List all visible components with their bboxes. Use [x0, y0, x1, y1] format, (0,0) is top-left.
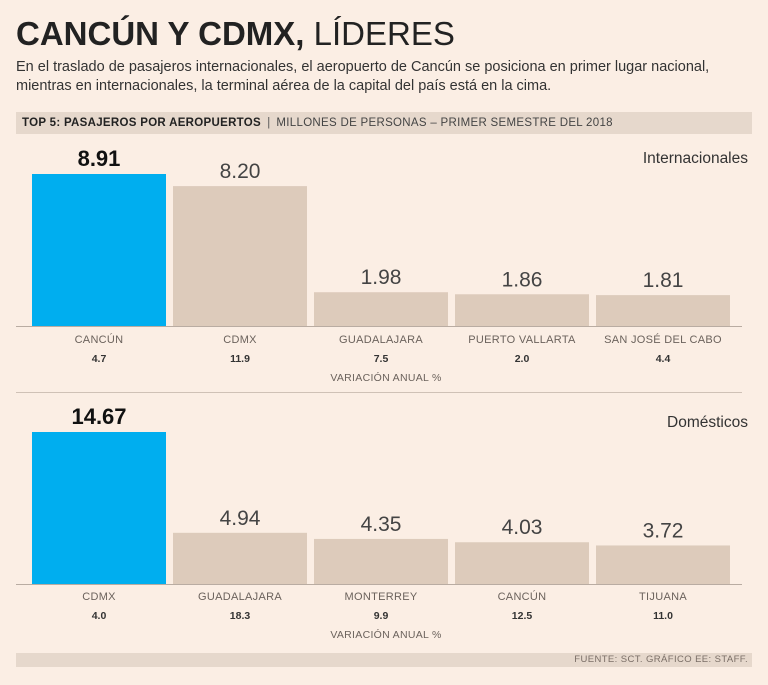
category-label: CDMX — [82, 591, 116, 603]
bar — [455, 294, 589, 326]
category-label: TIJUANA — [639, 591, 687, 603]
bar-value-label: 8.91 — [78, 146, 121, 171]
bar — [32, 432, 166, 584]
category-label: GUADALAJARA — [339, 334, 423, 346]
bar-value-label: 1.81 — [643, 269, 684, 292]
variation-value: 2.0 — [515, 353, 530, 365]
variation-axis-label: VARIACIÓN ANUAL % — [330, 628, 441, 641]
source-credit: FUENTE: SCT. GRÁFICO EE: STAFF. — [574, 654, 748, 665]
category-label: SAN JOSÉ DEL CABO — [604, 333, 722, 346]
bar-value-label: 4.03 — [502, 516, 543, 539]
bar — [32, 174, 166, 326]
category-label: CDMX — [223, 334, 257, 346]
bar — [596, 545, 730, 584]
chart-header-title: TOP 5: PASAJEROS POR AEROPUERTOS — [22, 117, 262, 129]
variation-value: 18.3 — [230, 610, 251, 622]
category-label: PUERTO VALLARTA — [468, 334, 576, 346]
chart-title: Domésticos — [667, 414, 748, 431]
bar-value-label: 1.98 — [361, 266, 402, 289]
category-label: MONTERREY — [345, 591, 418, 603]
category-label: CANCÚN — [498, 590, 547, 603]
chart-title: Internacionales — [643, 150, 748, 167]
bar-value-label: 1.86 — [502, 268, 543, 291]
category-label: GUADALAJARA — [198, 591, 282, 603]
variation-value: 9.9 — [374, 610, 389, 622]
variation-value: 7.5 — [374, 353, 389, 365]
variation-axis-label: VARIACIÓN ANUAL % — [330, 371, 441, 384]
bar-value-label: 3.72 — [643, 519, 684, 542]
chart-header-bar: TOP 5: PASAJEROS POR AEROPUERTOS | MILLO… — [16, 112, 752, 134]
bar-value-label: 4.35 — [361, 513, 402, 536]
bar — [314, 292, 448, 326]
bar — [314, 538, 448, 584]
variation-value: 11.0 — [653, 610, 673, 622]
variation-value: 4.0 — [92, 610, 107, 622]
bar-value-label: 4.94 — [220, 507, 261, 530]
title-light: LÍDERES — [313, 15, 455, 52]
footer-bar: FUENTE: SCT. GRÁFICO EE: STAFF. — [16, 653, 752, 667]
bar — [173, 532, 307, 584]
title-bold: CANCÚN Y CDMX, — [16, 15, 305, 52]
variation-value: 4.7 — [92, 353, 107, 365]
page-title: CANCÚN Y CDMX, LÍDERES — [16, 14, 455, 54]
subtitle: En el traslado de pasajeros internaciona… — [16, 59, 710, 94]
category-label: CANCÚN — [75, 333, 124, 346]
chart-header-separator: | — [267, 117, 271, 129]
bar-value-label: 14.67 — [71, 404, 126, 429]
bar-value-label: 8.20 — [220, 160, 261, 183]
variation-value: 11.9 — [230, 353, 250, 365]
chart-header-unit: MILLONES DE PERSONAS – PRIMER SEMESTRE D… — [276, 117, 613, 129]
bar — [596, 295, 730, 326]
bar — [173, 186, 307, 326]
bar — [455, 542, 589, 584]
variation-value: 12.5 — [512, 610, 533, 622]
variation-value: 4.4 — [656, 353, 671, 365]
